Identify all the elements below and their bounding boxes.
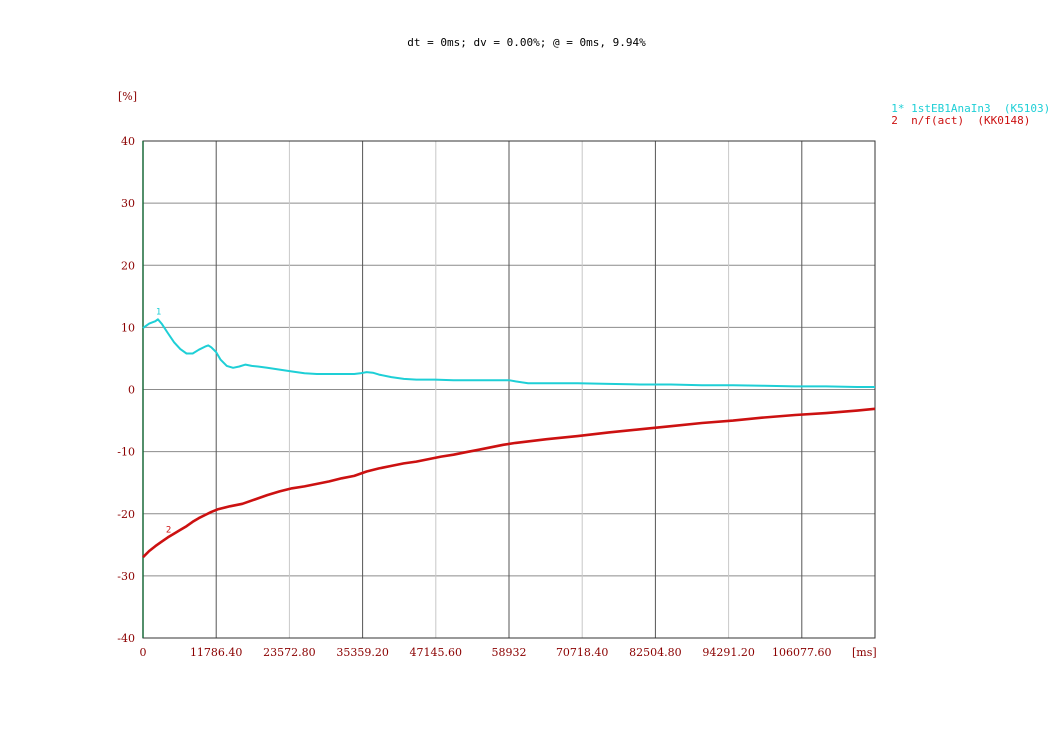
legend-entry-2: 2 n/f(act) (KK0148) (878, 104, 1030, 126)
y-tick-label-0: -40 (117, 632, 135, 645)
series-marker-label-1: 1 (156, 307, 161, 317)
y-tick-label-4: 0 (128, 384, 135, 397)
x-tick-label-8: 94291.20 (702, 646, 755, 659)
chart-title: dt = 0ms; dv = 0.00%; @ = 0ms, 9.94% (407, 36, 646, 49)
series-line-2 (142, 407, 876, 559)
y-tick-label-5: 10 (121, 321, 135, 334)
y-axis-unit: [%] (118, 90, 137, 103)
y-tick-label-7: 30 (121, 197, 135, 210)
y-tick-label-8: 40 (121, 135, 135, 148)
legend-entry-1: 1* 1stEB1AnaIn3 (K5103) (878, 92, 1050, 114)
x-tick-label-9: 106077.60 (772, 646, 832, 659)
x-tick-label-2: 23572.80 (263, 646, 316, 659)
x-tick-label-6: 70718.40 (556, 646, 609, 659)
legend-label-1: 1* 1stEB1AnaIn3 (K5103) (891, 102, 1051, 115)
y-tick-label-1: -30 (117, 570, 135, 583)
x-tick-label-5: 58932 (492, 646, 527, 659)
y-tick-label-3: -10 (117, 446, 135, 459)
x-tick-label-3: 35359.20 (336, 646, 389, 659)
x-axis-unit: [ms] (852, 646, 877, 659)
series-marker-label-2: 2 (166, 525, 171, 535)
x-tick-label-0: 0 (140, 646, 147, 659)
y-tick-label-2: -20 (117, 508, 135, 521)
x-tick-label-7: 82504.80 (629, 646, 682, 659)
legend-label-2: 2 n/f(act) (KK0148) (891, 114, 1031, 127)
y-tick-label-6: 20 (121, 259, 135, 272)
x-tick-label-4: 47145.60 (410, 646, 463, 659)
x-tick-label-1: 11786.40 (190, 646, 243, 659)
series-line-1 (142, 318, 875, 388)
